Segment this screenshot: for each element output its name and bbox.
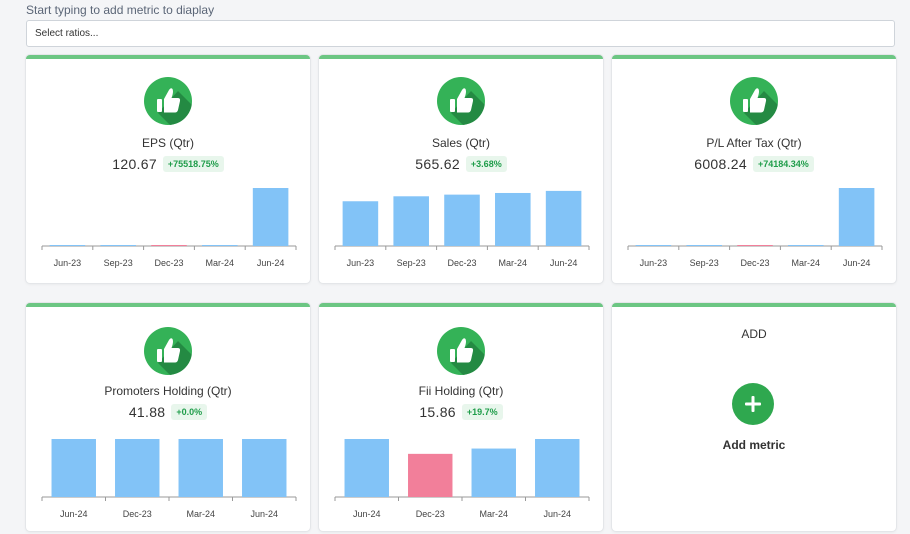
bar-jun-24[interactable] [545,190,582,246]
x-tick-label: Dec-23 [740,258,769,268]
thumbs-up-icon [144,77,192,125]
bar-dec-23[interactable] [444,194,480,246]
x-tick-label: Sep-23 [104,258,133,268]
x-tick-label: Mar-24 [206,258,235,268]
metric-title: Fii Holding (Qtr) [418,384,504,398]
x-tick-label: Jun-24 [843,258,871,268]
x-tick-label: Dec-23 [123,509,152,519]
metric-title: Sales (Qtr) [431,136,490,150]
x-tick-label: Jun-23 [347,258,375,268]
x-tick-label: Mar-24 [792,258,821,268]
bar-dec-23[interactable] [408,453,453,497]
bar-dec-23[interactable] [737,245,773,246]
metric-value: 15.86 [419,404,456,420]
add-title: ADD [741,327,767,341]
metric-value: 565.62 [415,156,460,172]
metric-change-badge: +19.7% [461,404,503,420]
metric-card-fii-holding[interactable]: Fii Holding (Qtr) 15.86 +19.7% Jun-24 Dec… [319,303,603,531]
bar-dec-23[interactable] [151,245,187,246]
x-tick-label: Mar-24 [499,258,528,268]
metric-title: Promoters Holding (Qtr) [104,384,232,398]
metric-change-badge: +3.68% [465,156,507,172]
bar-chart-eps: Jun-23 Sep-23 Dec-23 Mar-24 Jun-24 [41,188,297,268]
bar-jun-24[interactable] [51,439,96,497]
x-tick-label: Jun-24 [550,258,578,268]
add-metric-card[interactable]: ADD Add metric [612,303,896,531]
x-tick-label: Mar-24 [479,509,508,519]
metric-card-eps[interactable]: EPS (Qtr) 120.67 +75518.75% Jun-23 Sep-23… [26,55,310,283]
ratios-select-input[interactable] [26,20,895,47]
ratio-hint: Start typing to add metric to diaplay [26,3,215,17]
metric-title: EPS (Qtr) [141,136,194,150]
bar-jun-24[interactable] [252,188,289,246]
metric-card-pl-after-tax[interactable]: P/L After Tax (Qtr) 6008.24 +74184.34% J… [612,55,896,283]
bar-jun-24[interactable] [838,188,875,246]
bar-jun-24[interactable] [344,439,389,497]
x-tick-label: Mar-24 [186,509,215,519]
x-tick-label: Jun-24 [60,509,88,519]
bar-dec-23[interactable] [115,439,160,497]
bar-chart-promoters-holding: Jun-24 Dec-23 Mar-24 Jun-24 [41,439,297,519]
metric-change-badge: +75518.75% [162,156,224,172]
x-tick-label: Jun-24 [257,258,285,268]
metric-value: 6008.24 [694,156,747,172]
metric-change-badge: +74184.34% [752,156,814,172]
thumbs-up-icon [437,327,485,375]
bar-chart-fii-holding: Jun-24 Dec-23 Mar-24 Jun-24 [334,439,590,519]
x-tick-label: Dec-23 [447,258,476,268]
thumbs-up-icon [730,77,778,125]
bar-jun-24[interactable] [242,439,287,497]
bar-chart-pl-after-tax: Jun-23 Sep-23 Dec-23 Mar-24 Jun-24 [627,188,883,268]
metric-title: P/L After Tax (Qtr) [706,136,802,150]
x-tick-label: Dec-23 [416,509,445,519]
bar-mar-24[interactable] [202,245,238,246]
thumbs-up-icon [437,77,485,125]
bar-sep-23[interactable] [393,196,429,246]
add-metric-button[interactable] [732,383,774,425]
metric-value: 41.88 [128,404,166,420]
x-tick-label: Jun-24 [353,509,381,519]
x-tick-label: Jun-23 [640,258,668,268]
bar-mar-24[interactable] [788,245,824,246]
bar-jun-23[interactable] [635,245,672,246]
metric-card-sales[interactable]: Sales (Qtr) 565.62 +3.68% Jun-23 Sep-23 De… [319,55,603,283]
x-tick-label: Jun-23 [54,258,82,268]
metric-card-promoters-holding[interactable]: Promoters Holding (Qtr) 41.88 +0.0% Jun-… [26,303,310,531]
bar-jun-24[interactable] [535,439,580,497]
bar-jun-23[interactable] [49,245,86,246]
x-tick-label: Jun-24 [250,509,278,519]
bar-sep-23[interactable] [686,245,722,246]
bar-mar-24[interactable] [471,448,516,497]
bar-sep-23[interactable] [100,245,136,246]
bar-mar-24[interactable] [495,192,531,246]
bar-mar-24[interactable] [178,439,223,497]
x-tick-label: Sep-23 [397,258,426,268]
x-tick-label: Jun-24 [543,509,571,519]
thumbs-up-icon [144,327,192,375]
x-tick-label: Dec-23 [154,258,183,268]
metric-change-badge: +0.0% [171,404,208,420]
add-metric-label: Add metric [722,438,786,452]
bar-jun-23[interactable] [342,201,379,246]
plus-icon [745,396,761,412]
bar-chart-sales: Jun-23 Sep-23 Dec-23 Mar-24 Jun-24 [334,190,590,268]
x-tick-label: Sep-23 [690,258,719,268]
metric-value: 120.67 [112,156,157,172]
